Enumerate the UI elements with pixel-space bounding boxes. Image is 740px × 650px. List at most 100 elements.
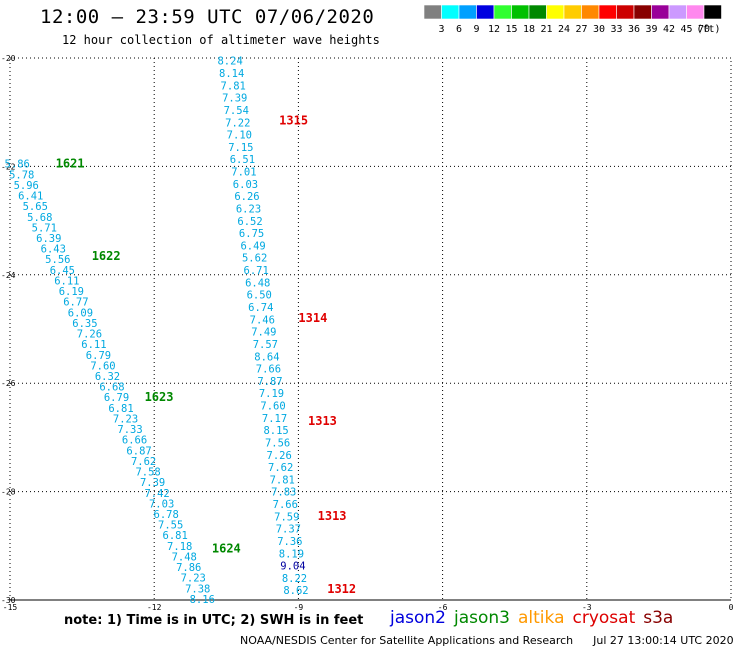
plot-frame	[9, 57, 732, 601]
page-subtitle: 12 hour collection of altimeter wave hei…	[62, 33, 380, 47]
legend-bin-label: 9	[473, 24, 479, 35]
wave-height-value: 6.74	[248, 302, 273, 314]
satellite-legend: jason2 jason3 altika cryosat s3a	[390, 608, 681, 628]
wave-height-value: 7.39	[140, 477, 165, 489]
wave-height-value: 6.23	[236, 203, 261, 215]
wave-height-value: 6.11	[54, 275, 79, 287]
wave-height-value: 6.81	[108, 403, 133, 415]
pass-time-label: 1313	[318, 509, 347, 523]
legend-bin-label: 15	[505, 24, 517, 35]
wave-height-value: 7.38	[185, 583, 210, 595]
wave-height-value: 7.19	[259, 388, 284, 400]
y-tick-label: -28	[1, 488, 16, 497]
wave-height-value: 8.24	[217, 56, 242, 68]
wave-height-value: 6.66	[122, 435, 147, 447]
wave-height-value: 6.79	[104, 392, 129, 404]
footnote: note: 1) Time is in UTC; 2) SWH is in fe…	[64, 613, 364, 628]
wave-height-value: 7.55	[158, 520, 183, 532]
wave-height-value: 6.75	[239, 228, 264, 240]
wave-height-value: 7.23	[181, 573, 206, 585]
wave-height-value: 5.65	[23, 201, 48, 213]
satellite-jason2: jason2	[390, 608, 446, 628]
wave-height-value: 7.03	[149, 498, 174, 510]
legend-bin-label: 39	[645, 24, 657, 35]
wave-height-value: 8.64	[254, 351, 279, 363]
y-tick-label: -20	[1, 54, 16, 63]
legend-bin-label: 45	[680, 24, 692, 35]
wave-height-value: 7.36	[277, 536, 302, 548]
satellite-s3a: s3a	[643, 608, 674, 628]
wave-height-chart: -15 -12 -9 -6 -3 0-20-22-24-26-28-308.248.147…	[1, 54, 734, 610]
pass-time-label: 1624	[212, 542, 241, 556]
legend-bin-label: 27	[575, 24, 587, 35]
legend-bin-label: 36	[628, 24, 640, 35]
wave-height-value: 7.10	[227, 130, 252, 142]
timestamp: Jul 27 13:00:14 UTC 2020	[593, 634, 734, 647]
wave-height-value: 6.50	[247, 290, 272, 302]
wave-height-value: 6.43	[41, 244, 66, 256]
legend-bin-label: 6	[456, 24, 462, 35]
wave-height-value: 8.19	[279, 548, 304, 560]
legend-bin-label: 18	[523, 24, 535, 35]
wave-height-value: 8.16	[190, 594, 215, 606]
x-tick-label: -3	[582, 603, 592, 610]
wave-height-value: 7.39	[222, 93, 247, 105]
satellite-cryosat: cryosat	[572, 608, 636, 628]
wave-height-value: 6.03	[233, 179, 258, 191]
wave-height-value: 6.11	[81, 339, 106, 351]
wave-height-value: 6.77	[63, 297, 88, 309]
wave-height-value: 6.87	[126, 445, 151, 457]
wave-height-value: 6.78	[154, 509, 179, 521]
legend-unit: (ft)	[696, 24, 720, 35]
wave-height-value: 7.58	[135, 467, 160, 479]
y-tick-label: -24	[1, 271, 16, 280]
x-tick-label: 0	[729, 603, 734, 610]
wave-height-value: 7.62	[268, 462, 293, 474]
page-title: 12:00 – 23:59 UTC 07/06/2020	[40, 6, 375, 28]
legend-bin-label: 24	[558, 24, 570, 35]
wave-height-value: 7.54	[224, 105, 249, 117]
wave-height-value: 7.81	[270, 474, 295, 486]
wave-height-value: 7.83	[271, 487, 296, 499]
wave-height-value: 6.81	[163, 530, 188, 542]
wave-height-value: 6.79	[86, 350, 111, 362]
wave-height-value: 6.26	[234, 191, 259, 203]
pass-time-label: 1621	[56, 157, 85, 171]
wave-height-value: 7.22	[225, 117, 250, 129]
wave-height-value: 7.81	[221, 80, 246, 92]
wave-height-value: 6.71	[244, 265, 269, 277]
y-tick-label: -22	[1, 162, 16, 171]
satellite-jason3: jason3	[454, 608, 510, 628]
wave-height-value: 7.66	[273, 499, 298, 511]
wave-height-value: 7.87	[257, 376, 282, 388]
legend-bin-label: 12	[488, 24, 500, 35]
legend-bin-label: 21	[540, 24, 552, 35]
credit-line: NOAA/NESDIS Center for Satellite Applica…	[240, 634, 734, 647]
pass-time-label: 1313	[308, 414, 337, 428]
y-tick-label: -26	[1, 379, 16, 388]
wave-height-value: 7.26	[77, 329, 102, 341]
wave-height-value: 7.01	[231, 167, 256, 179]
wave-height-value: 7.66	[256, 364, 281, 376]
wave-height-value: 7.46	[250, 314, 275, 326]
wave-height-value: 6.41	[18, 191, 43, 203]
legend-swatch	[703, 5, 722, 20]
wave-height-value: 8.62	[283, 585, 308, 597]
x-tick-label: -6	[438, 603, 448, 610]
x-tick-label: -15	[3, 603, 18, 610]
wave-height-value: 6.19	[59, 286, 84, 298]
legend-bin-label: 3	[438, 24, 444, 35]
wave-height-value: 7.62	[131, 456, 156, 468]
wave-height-value: 6.68	[99, 382, 124, 394]
wave-height-value: 5.71	[32, 222, 57, 234]
wave-height-value: 6.48	[245, 277, 270, 289]
satellite-altika: altika	[518, 608, 565, 628]
wave-height-value: 7.33	[117, 424, 142, 436]
wave-height-value: 6.45	[50, 265, 75, 277]
wave-height-value: 6.39	[36, 233, 61, 245]
wave-height-value: 6.51	[230, 154, 255, 166]
legend-bin-label: 30	[593, 24, 605, 35]
pass-time-label: 1623	[145, 390, 174, 404]
wave-height-value: 7.48	[172, 551, 197, 563]
wave-height-value: 7.23	[113, 413, 138, 425]
